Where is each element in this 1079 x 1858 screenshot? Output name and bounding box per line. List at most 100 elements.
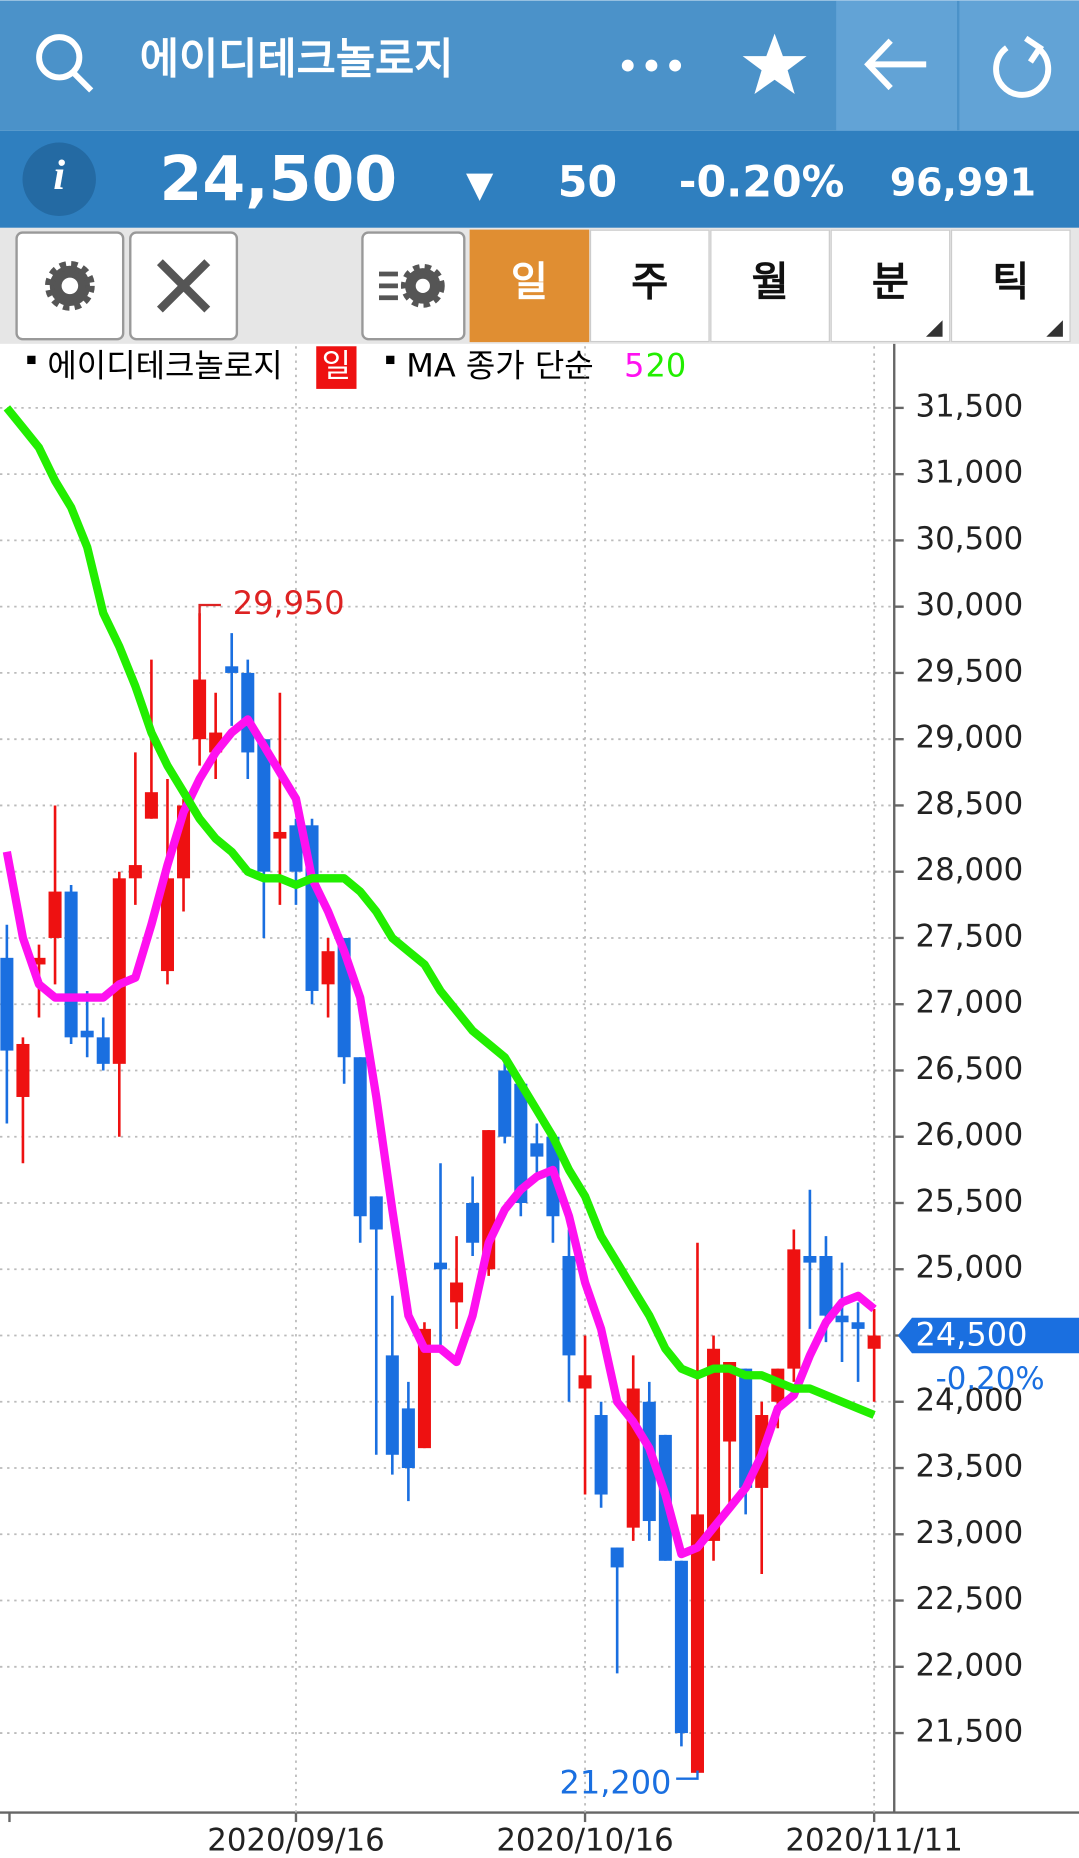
candle-body [128,865,142,879]
candle-body [530,1143,544,1157]
y-tick-label: 28,000 [916,852,1024,888]
candle-body [16,1043,30,1097]
legend-ma-period: 20 [646,347,687,385]
period-tab-label[interactable]: 일 [511,260,548,306]
legend-period: 일 [322,347,351,385]
settings-button[interactable] [15,231,125,341]
candle-body [433,1262,448,1270]
candle-body [193,679,207,740]
x-tick-label: 2020/11/11 [785,1823,962,1858]
y-tick-label: 22,500 [916,1581,1024,1617]
change-percent: -0.20% [679,158,845,208]
last-price-label: 24,500 [916,1316,1028,1354]
candle-body [417,1328,431,1449]
legend-ma: MA 종가 단순 [406,347,593,385]
candle-body [450,1282,464,1303]
last-price-tag [897,1317,1079,1354]
info-button[interactable] [22,142,96,216]
info-icon[interactable]: i [53,152,65,199]
refresh-icon[interactable] [993,35,1052,98]
tab-menu-indicator[interactable] [1046,320,1063,337]
y-tick-label: 27,500 [916,918,1024,954]
refresh-button[interactable] [959,0,1079,131]
candle-body [385,1355,399,1455]
annotation-label: 21,200 [560,1764,672,1802]
candle-body [353,1057,367,1217]
period-tab-label[interactable]: 틱 [992,260,1029,306]
legend-stock: 에이디테크놀로지 [47,347,282,385]
y-tick-label: 23,500 [916,1449,1024,1485]
y-tick-label: 25,000 [916,1250,1024,1286]
tab-menu-indicator[interactable] [925,320,943,337]
favorite-star[interactable] [742,33,807,94]
period-tab[interactable] [950,229,1071,343]
candle-body [835,1315,849,1323]
candle-body [498,1070,512,1137]
candle-body [514,1083,528,1203]
candle-body [80,1030,94,1038]
candle-body [642,1401,656,1522]
last-change-label: -0.20% [936,1361,1045,1397]
candle-body [273,831,287,839]
candle-body [369,1196,383,1230]
candle-body [144,792,158,819]
candle-body [160,878,174,972]
candle-body [96,1037,110,1064]
candle-body [289,825,303,872]
y-tick-label: 29,000 [916,720,1024,756]
y-tick-label: 25,500 [916,1183,1024,1219]
candle-body [851,1322,865,1329]
period-tab[interactable] [589,229,710,343]
y-tick-label: 31,500 [916,388,1024,424]
chart-area [0,343,1079,1858]
y-tick-label: 31,000 [916,455,1024,491]
candle-body [578,1375,592,1389]
moving-average-line [2,715,877,1559]
candle-body [241,672,255,753]
candle-body [112,878,126,1064]
y-tick-label: 21,500 [916,1714,1024,1750]
back-arrow[interactable] [864,38,927,91]
y-tick-label: 30,000 [916,587,1024,623]
period-tab-label[interactable]: 주 [631,260,668,306]
volume: 96,991 [890,161,1036,205]
y-tick-label: 27,000 [916,985,1024,1021]
candle-body [48,891,62,938]
period-tab[interactable] [830,229,951,343]
candle-body [594,1415,608,1495]
period-tab-label[interactable]: 월 [752,260,789,306]
candle-body [739,1368,753,1488]
period-tab[interactable] [710,229,830,343]
period-tab[interactable] [469,229,590,343]
candle-body [674,1560,688,1734]
y-tick-label: 26,500 [916,1051,1024,1087]
moving-average-line [3,405,876,1419]
candle-body [787,1249,801,1369]
search-icon[interactable] [36,34,94,93]
candle-body [401,1408,415,1469]
candle-body [466,1202,480,1243]
plot: 21,500 22,000 22,500 23,000 23,500 24,000 24,5… [0,346,1079,1858]
stock-title: 에이디테크놀로지 [140,35,454,85]
tools-button[interactable] [129,231,239,341]
candle-body [0,957,14,1051]
candle-body [257,739,271,872]
y-tick-label: 23,000 [916,1515,1024,1551]
price-change: 50 [558,158,617,208]
y-tick-label: 22,000 [916,1647,1024,1683]
y-tick-label: 28,500 [916,786,1024,822]
y-tick-label: 26,000 [916,1117,1024,1153]
y-tick-label: 24,000 [916,1382,1024,1418]
indicator-settings-button[interactable] [361,231,466,341]
candle-body [819,1255,833,1316]
legend-period-box [316,346,357,389]
candle-body [723,1362,737,1442]
period-tab-label[interactable]: 분 [872,260,909,306]
x-tick-label: 2020/10/16 [496,1823,673,1858]
candle-body [626,1388,640,1528]
y-tick-label: 30,500 [916,521,1024,557]
more-icon[interactable] [621,59,682,72]
candle-body [32,957,46,965]
